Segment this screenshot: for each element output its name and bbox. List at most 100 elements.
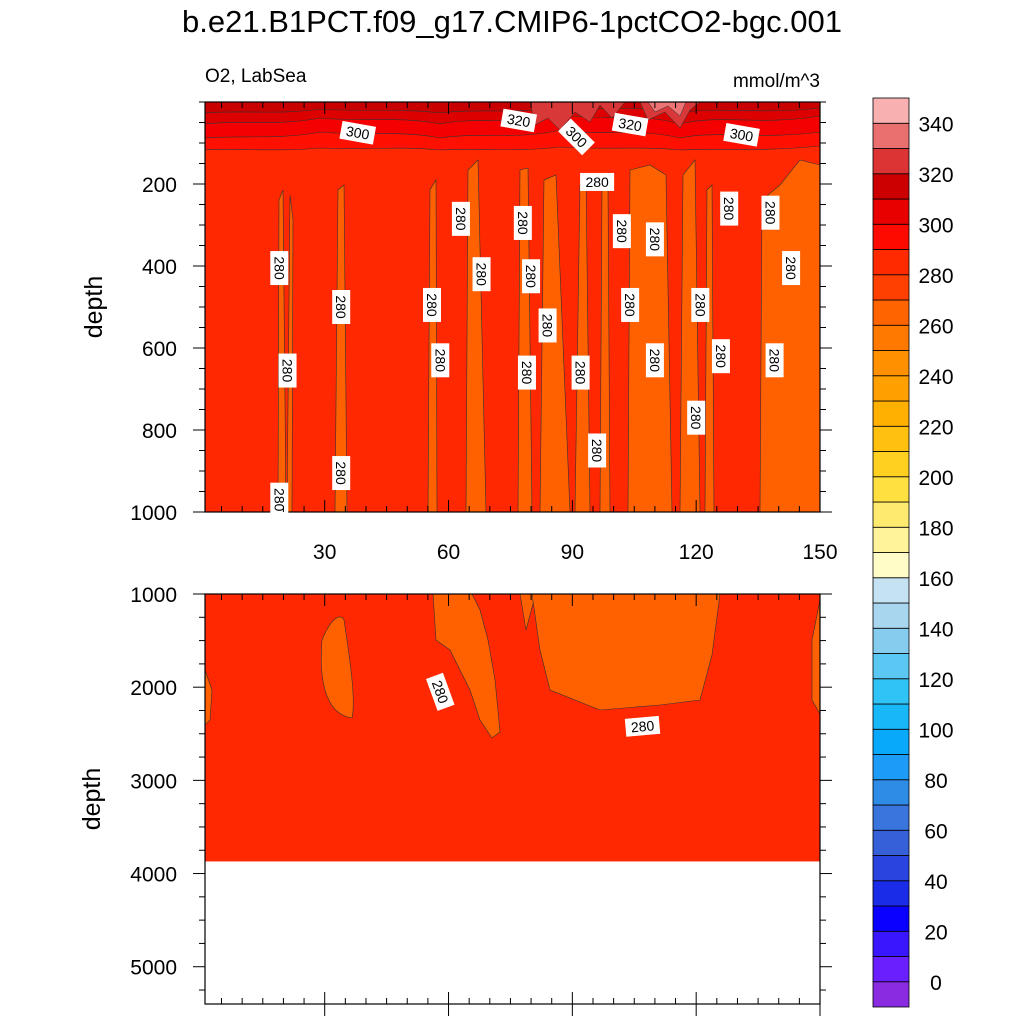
- contour-label: 300: [339, 120, 377, 145]
- colorbar-swatch: [872, 754, 910, 781]
- contour-label: 280: [278, 353, 297, 388]
- contour-label-bg: [782, 251, 801, 286]
- y-tick-label: 4000: [130, 864, 177, 887]
- contour-label: 280: [691, 287, 710, 322]
- contour-label-bg: [538, 308, 557, 343]
- chart-title: b.e21.B1PCT.f09_g17.CMIP6-1pctCO2-bgc.00…: [182, 4, 842, 39]
- colorbar-swatch: [872, 577, 910, 604]
- contour-label: 280: [782, 251, 801, 286]
- contour-label-bg: [451, 201, 470, 236]
- contour-label: 280: [765, 343, 784, 378]
- contour-label-text: 320: [617, 115, 643, 135]
- contour-label-bg: [332, 290, 351, 324]
- colorbar-swatch: [872, 956, 910, 983]
- upper-right-label: mmol/m^3: [733, 71, 820, 92]
- y-tick-label: 3000: [130, 770, 177, 793]
- colorbar-swatch: [872, 324, 910, 351]
- colorbar-swatch: [872, 476, 910, 503]
- upper-x-axis: 30 60 90 120 150: [221, 102, 838, 564]
- contour-label: 280: [624, 715, 661, 737]
- contour-label-text: 280: [630, 717, 655, 735]
- colorbar-tick-label: 280: [918, 265, 953, 288]
- colorbar-tick-label: 340: [918, 113, 953, 136]
- y-tick-label: 600: [142, 338, 177, 361]
- colorbar-tick-label: 140: [918, 618, 953, 641]
- contour-label: 280: [645, 222, 664, 257]
- colorbar-swatch: [872, 274, 910, 301]
- lower-y-axis-label: depth: [78, 768, 106, 831]
- contour-label-bg: [339, 120, 377, 145]
- y-tick-label: 1000: [130, 584, 177, 607]
- contour-label-bg: [278, 353, 297, 388]
- contour-label-bg: [612, 214, 631, 249]
- colorbar-swatch: [872, 148, 910, 175]
- contour-label: 280: [423, 287, 442, 322]
- colorbar-swatch: [872, 375, 910, 402]
- contour-label: 280: [588, 433, 607, 468]
- contour-label-bg: [645, 343, 664, 378]
- contour-label: 280: [612, 214, 631, 249]
- contour-label-bg: [761, 195, 780, 230]
- contour-label-text: 280: [614, 219, 630, 243]
- contour-label: 280: [270, 482, 289, 517]
- colorbar-swatch: [872, 829, 910, 856]
- upper-y-axis-label: depth: [80, 276, 108, 339]
- colorbar-swatch: [872, 930, 910, 957]
- contour-label: 280: [472, 257, 491, 292]
- colorbar-swatch: [872, 400, 910, 427]
- colorbar-tick-label: 200: [918, 467, 953, 490]
- contour-label: 280: [332, 456, 351, 491]
- contour-label: 280: [720, 191, 739, 226]
- contour-label-text: 280: [333, 461, 349, 485]
- contour-label-bg: [500, 108, 537, 133]
- contour-label-bg: [423, 287, 442, 322]
- contour-label: 280: [513, 205, 532, 240]
- upper-band-340: [647, 102, 687, 117]
- contour-label: 280: [522, 259, 541, 294]
- colorbar-swatch: [872, 198, 910, 225]
- colorbar-tick-label: 100: [918, 719, 953, 742]
- contour-label: 280: [621, 287, 640, 322]
- contour-label-text: 280: [762, 201, 778, 225]
- contour-label-text: 280: [540, 314, 556, 338]
- lower-x-axis: [221, 594, 821, 1016]
- contour-label-bg: [645, 222, 664, 257]
- contour-label: 280: [571, 355, 590, 390]
- contour-label: 280: [270, 251, 289, 286]
- x-tick-label: 60: [437, 541, 460, 564]
- upper-background-band: [205, 102, 820, 512]
- colorbar-tick-label: 120: [918, 669, 953, 692]
- contour-label-text: 280: [519, 361, 535, 385]
- contour-label-text: 280: [713, 345, 729, 369]
- contour-label-bg: [765, 343, 784, 378]
- contour-label: 300: [723, 122, 760, 147]
- upper-band-330: [529, 102, 626, 131]
- contour-label-bg: [513, 205, 532, 240]
- contour-label-bg: [517, 355, 536, 390]
- lower-contour-labels: 280 280: [425, 672, 661, 737]
- contour-label-bg: [571, 355, 590, 390]
- contour-label-bg: [723, 122, 760, 147]
- contour-label-bg: [332, 456, 351, 491]
- colorbar-swatch: [872, 425, 910, 452]
- contour-label-text: 280: [523, 265, 539, 289]
- contour-label-text: 320: [506, 111, 532, 131]
- contour-label-text: 280: [432, 349, 448, 373]
- contour-label-text: 280: [647, 228, 663, 252]
- colorbar-swatch: [872, 249, 910, 276]
- contour-label-bg: [580, 172, 615, 191]
- contour-label-text: 300: [345, 123, 371, 143]
- contour-label-bg: [425, 672, 455, 711]
- x-tick-label: 150: [802, 541, 837, 564]
- contour-label: 320: [500, 108, 537, 133]
- contour-label-text: 280: [271, 488, 287, 512]
- contour-label: 280: [425, 672, 455, 711]
- contour-label-bg: [691, 287, 710, 322]
- colorbar-tick-label: 160: [918, 568, 953, 591]
- colorbar-tick-label: 80: [924, 770, 947, 793]
- y-tick-label: 400: [142, 256, 177, 279]
- x-tick-label: 30: [313, 541, 336, 564]
- colorbar-swatch: [872, 602, 910, 629]
